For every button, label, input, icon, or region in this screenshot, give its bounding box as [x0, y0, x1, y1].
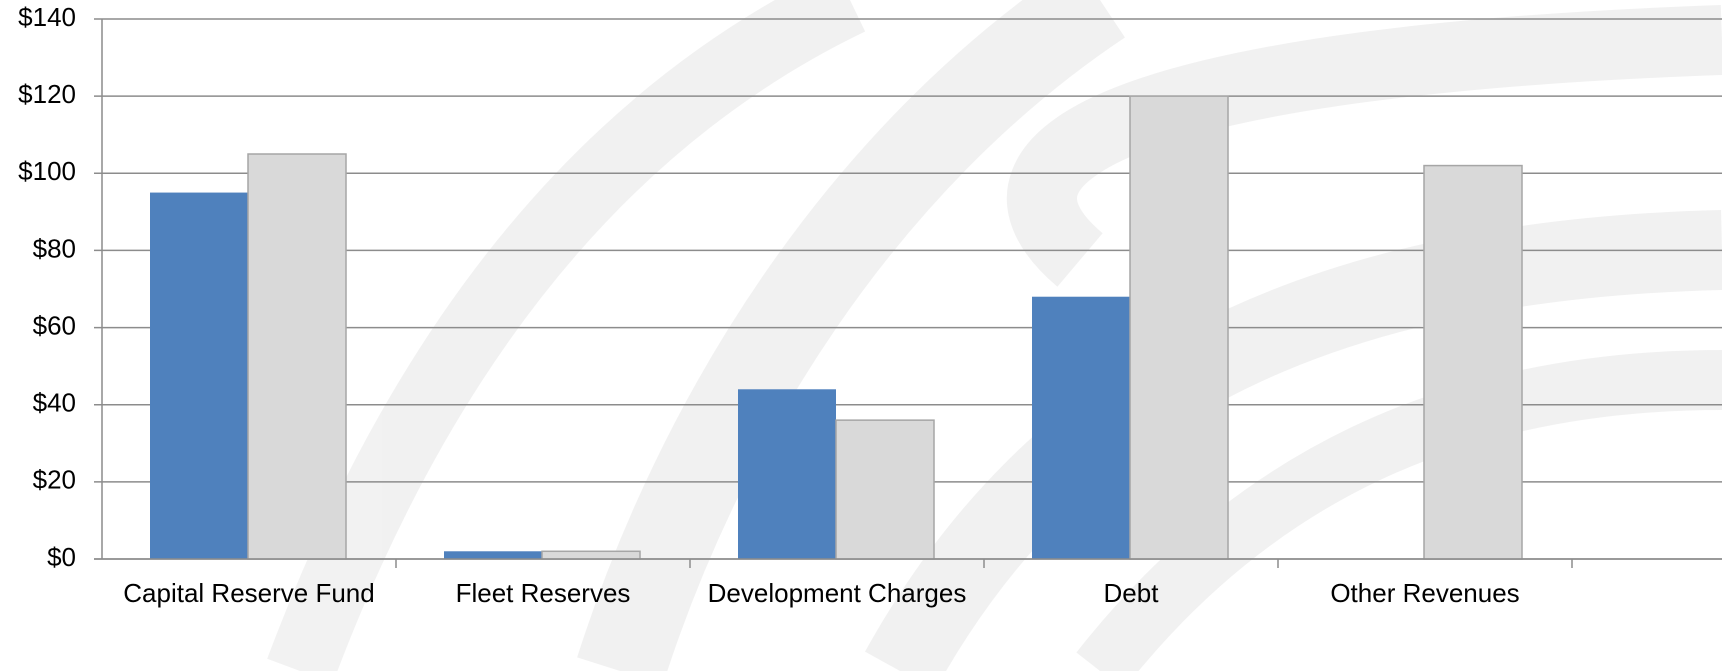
- bar: [1423, 164, 1523, 560]
- x-tick-label: Fleet Reserves: [456, 578, 631, 608]
- y-tick-label: $100: [18, 156, 76, 186]
- x-tick-label: Development Charges: [708, 578, 967, 608]
- bar: [1129, 95, 1229, 560]
- bar: [1032, 296, 1130, 559]
- x-tick-label: Other Revenues: [1330, 578, 1519, 608]
- y-tick-label: $0: [47, 542, 76, 572]
- bar: [541, 550, 641, 560]
- bar: [738, 389, 836, 559]
- bar: [247, 153, 347, 560]
- y-tick-label: $20: [33, 465, 76, 495]
- y-tick-label: $40: [33, 388, 76, 418]
- bar: [444, 551, 542, 559]
- x-tick-label: Debt: [1104, 578, 1160, 608]
- x-tick-label: Capital Reserve Fund: [123, 578, 374, 608]
- bar: [835, 419, 935, 560]
- y-tick-label: $120: [18, 79, 76, 109]
- y-tick-label: $140: [18, 2, 76, 32]
- y-tick-label: $60: [33, 310, 76, 340]
- bar: [150, 192, 248, 560]
- y-tick-label: $80: [33, 233, 76, 263]
